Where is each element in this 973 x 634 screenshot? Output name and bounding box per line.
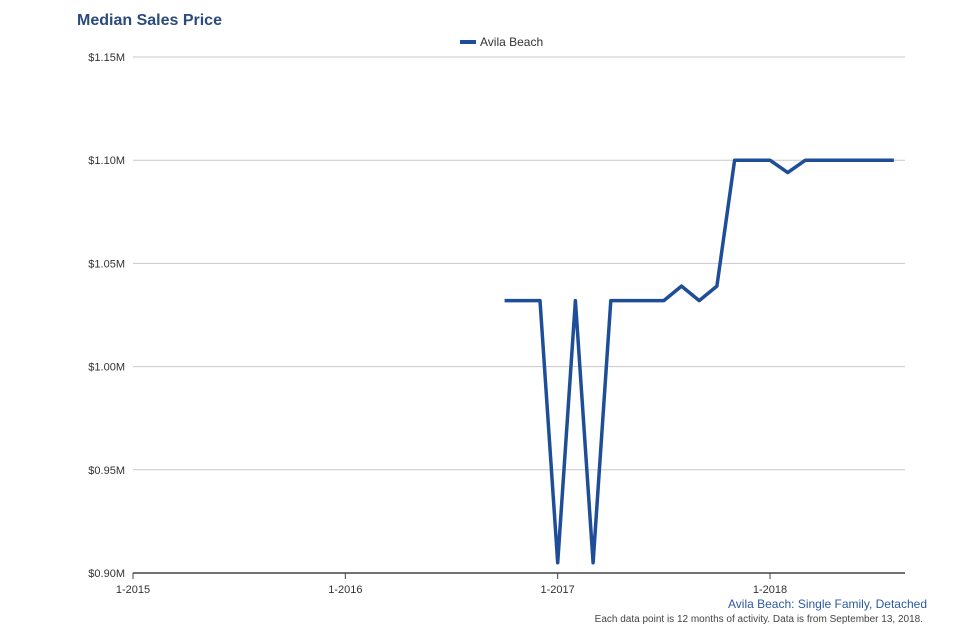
x-tick-label: 1-2017 [541,584,575,596]
legend-label[interactable]: Avila Beach [480,35,543,49]
chart-subtitle: Avila Beach: Single Family, Detached [728,597,927,611]
y-tick-label: $0.95M [88,465,125,477]
x-tick-label: 1-2018 [753,584,787,596]
y-tick-label: $0.90M [88,568,125,580]
y-tick-label: $1.10M [88,155,125,167]
y-tick-label: $1.00M [88,362,125,374]
chart-footnote: Each data point is 12 months of activity… [594,614,923,625]
series-layer [504,158,894,565]
x-tick-label: 1-2015 [116,584,150,596]
y-tick-label: $1.05M [88,258,125,270]
series-line [504,158,894,565]
grid-lines [133,56,905,471]
axes: $0.90M $0.95M $1.00M $1.05M $1.10M $1.15M 1-20… [88,52,905,596]
chart-title: Median Sales Price [77,12,222,29]
legend[interactable]: Avila Beach [460,35,543,49]
y-tick-label: $1.15M [88,52,125,64]
x-tick-label: 1-2016 [328,584,362,596]
